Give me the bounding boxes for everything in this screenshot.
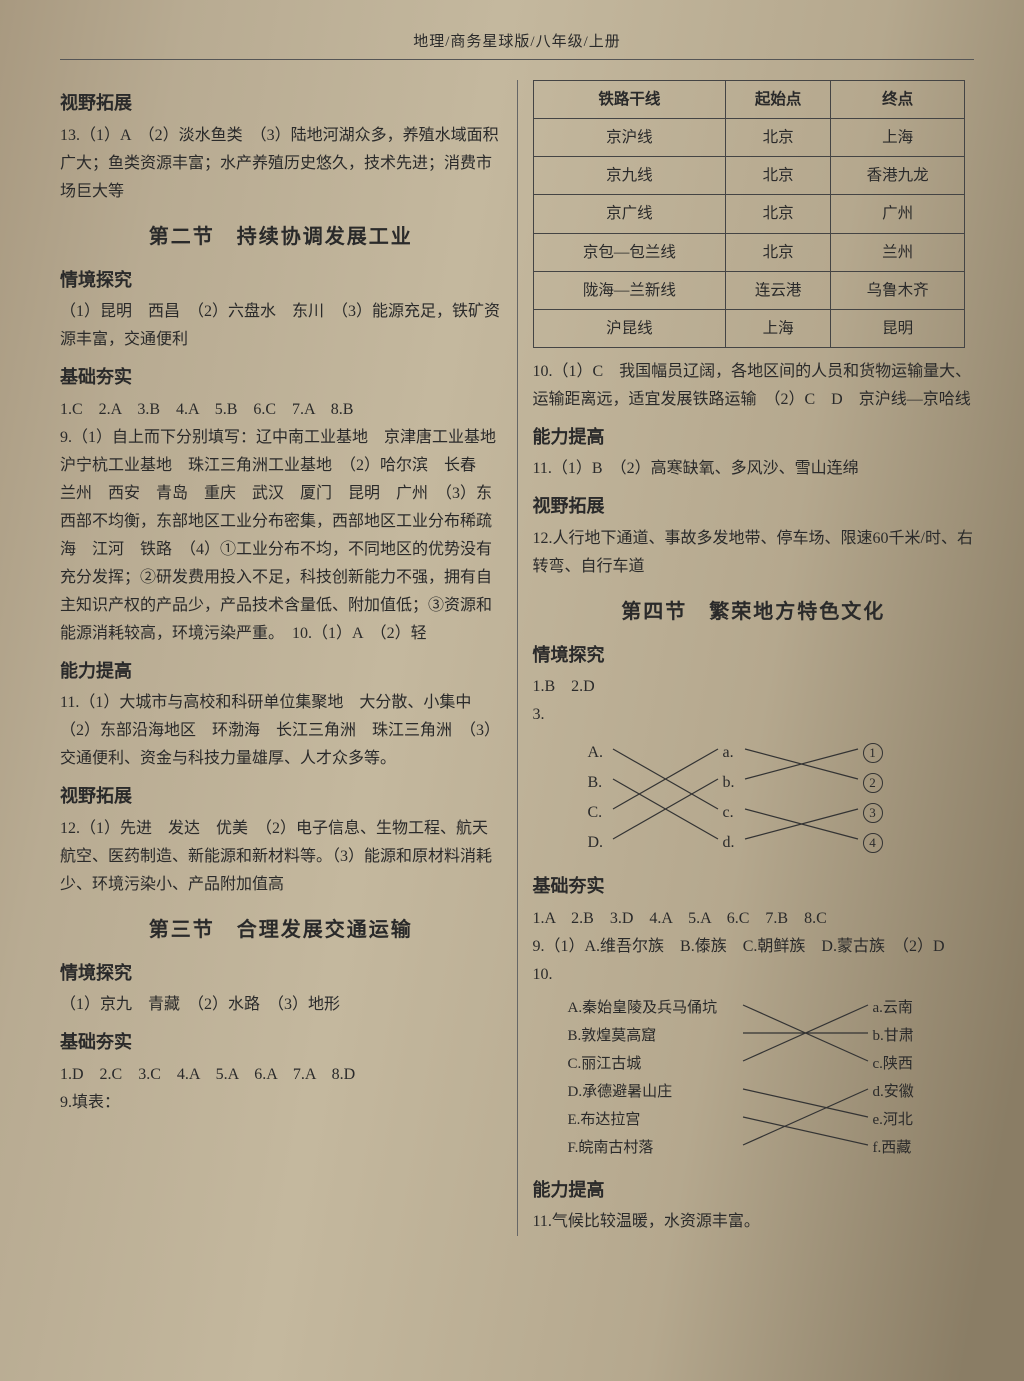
table-row: 京广线北京广州 — [533, 195, 965, 233]
table-row: 沪昆线上海昆明 — [533, 309, 965, 347]
table-cell: 北京 — [726, 157, 831, 195]
match-label-left: C.丽江古城 — [568, 1051, 642, 1077]
match-label: B. — [588, 769, 603, 797]
text-jichu-2a: 1.C 2.A 3.B 4.A 5.B 6.C 7.A 8.B — [60, 396, 502, 424]
text-nengli-3: 11.（1）B （2）高寒缺氧、多风沙、雪山连绵 — [533, 455, 975, 483]
table-row: 京九线北京香港九龙 — [533, 157, 965, 195]
match-label-right: f.西藏 — [873, 1135, 912, 1161]
match-label: A. — [588, 739, 604, 767]
text-jichu-4b: 9.（1）A.维吾尔族 B.傣族 C.朝鲜族 D.蒙古族 （2）D — [533, 933, 975, 961]
table-cell: 连云港 — [726, 271, 831, 309]
table-cell: 京九线 — [533, 157, 726, 195]
heading-shiye-3: 视野拓展 — [533, 491, 975, 523]
text-nengli-4: 11.气候比较温暖，水资源丰富。 — [533, 1208, 975, 1236]
table-header: 终点 — [831, 81, 965, 119]
heading-qingjing-4: 情境探究 — [533, 640, 975, 672]
matching-diagram-q10: A.秦始皇陵及兵马俑坑B.敦煌莫高窟C.丽江古城D.承德避暑山庄E.布达拉宫F.… — [533, 991, 975, 1167]
match-label: 1 — [863, 739, 883, 767]
table-cell: 上海 — [831, 119, 965, 157]
section-4-title: 第四节 繁荣地方特色文化 — [533, 595, 975, 630]
table-cell: 陇海—兰新线 — [533, 271, 726, 309]
text-shiye-3: 12.人行地下通道、事故多发地带、停车场、限速60千米/时、右转弯、自行车道 — [533, 525, 975, 581]
page-header: 地理/商务星球版/八年级/上册 — [60, 30, 974, 60]
text-jichu-3b: 9.填表： — [60, 1089, 502, 1117]
match-label: C. — [588, 799, 603, 827]
text-jichu-3a: 1.D 2.C 3.C 4.A 5.A 6.A 7.A 8.D — [60, 1061, 502, 1089]
match-label: d. — [723, 829, 735, 857]
table-row: 陇海—兰新线连云港乌鲁木齐 — [533, 271, 965, 309]
match-label: c. — [723, 799, 734, 827]
table-header: 起始点 — [726, 81, 831, 119]
table-cell: 广州 — [831, 195, 965, 233]
table-cell: 京沪线 — [533, 119, 726, 157]
table-cell: 沪昆线 — [533, 309, 726, 347]
heading-shiye-1: 视野拓展 — [60, 88, 502, 120]
table-cell: 昆明 — [831, 309, 965, 347]
left-column: 视野拓展 13.（1）A （2）淡水鱼类 （3）陆地河湖众多，养殖水域面积广大；… — [60, 80, 518, 1236]
text-jichu-4c: 10. — [533, 966, 553, 983]
matching-diagram-q3: A.B.C.D. a.b.c.d. 1234 — [533, 733, 975, 863]
match-label-right: d.安徽 — [873, 1079, 914, 1105]
text-nengli-2: 11.（1）大城市与高校和科研单位集聚地 大分散、小集中 （2）东部沿海地区 环… — [60, 689, 502, 773]
match-label-right: b.甘肃 — [873, 1023, 914, 1049]
heading-qingjing-3: 情境探究 — [60, 958, 502, 990]
match-label-left: F.皖南古村落 — [568, 1135, 654, 1161]
match-label: b. — [723, 769, 735, 797]
two-column-layout: 视野拓展 13.（1）A （2）淡水鱼类 （3）陆地河湖众多，养殖水域面积广大；… — [60, 80, 974, 1236]
heading-nengli-3: 能力提高 — [533, 422, 975, 454]
match-label-left: B.敦煌莫高窟 — [568, 1023, 657, 1049]
table-cell: 京包—包兰线 — [533, 233, 726, 271]
table-row: 京沪线北京上海 — [533, 119, 965, 157]
table-header: 铁路干线 — [533, 81, 726, 119]
match-label: 2 — [863, 769, 883, 797]
match-label-left: A.秦始皇陵及兵马俑坑 — [568, 995, 718, 1021]
text-jichu-4a: 1.A 2.B 3.D 4.A 5.A 6.C 7.B 8.C — [533, 905, 975, 933]
heading-jichu-2: 基础夯实 — [60, 362, 502, 394]
match-label-left: E.布达拉宫 — [568, 1107, 641, 1133]
railway-table: 铁路干线起始点终点 京沪线北京上海京九线北京香港九龙京广线北京广州京包—包兰线北… — [533, 80, 966, 348]
text-after-table: 10.（1）C 我国幅员辽阔，各地区间的人员和货物运输量大、运输距离远，适宜发展… — [533, 358, 975, 414]
table-cell: 香港九龙 — [831, 157, 965, 195]
text-qingjing-4b: 3. — [533, 706, 545, 723]
table-cell: 北京 — [726, 195, 831, 233]
match-label: D. — [588, 829, 604, 857]
match-label: 3 — [863, 799, 883, 827]
match-label: 4 — [863, 829, 883, 857]
text-shiye-2: 12.（1）先进 发达 优美 （2）电子信息、生物工程、航天航空、医药制造、新能… — [60, 815, 502, 899]
text-jichu-2b: 9.（1）自上而下分别填写：辽中南工业基地 京津唐工业基地 沪宁杭工业基地 珠江… — [60, 424, 502, 648]
match-label-right: c.陕西 — [873, 1051, 913, 1077]
heading-jichu-3: 基础夯实 — [60, 1027, 502, 1059]
match-label: a. — [723, 739, 734, 767]
table-cell: 北京 — [726, 233, 831, 271]
section-2-title: 第二节 持续协调发展工业 — [60, 220, 502, 255]
page: 地理/商务星球版/八年级/上册 视野拓展 13.（1）A （2）淡水鱼类 （3）… — [0, 0, 1024, 1266]
table-cell: 乌鲁木齐 — [831, 271, 965, 309]
table-cell: 北京 — [726, 119, 831, 157]
text-shiye-1: 13.（1）A （2）淡水鱼类 （3）陆地河湖众多，养殖水域面积广大；鱼类资源丰… — [60, 122, 502, 206]
match-label-right: e.河北 — [873, 1107, 913, 1133]
table-cell: 上海 — [726, 309, 831, 347]
text-qingjing-2: （1）昆明 西昌 （2）六盘水 东川 （3）能源充足，铁矿资源丰富，交通便利 — [60, 298, 502, 354]
right-column: 铁路干线起始点终点 京沪线北京上海京九线北京香港九龙京广线北京广州京包—包兰线北… — [518, 80, 975, 1236]
heading-nengli-4: 能力提高 — [533, 1175, 975, 1207]
text-qingjing-3: （1）京九 青藏 （2）水路 （3）地形 — [60, 991, 502, 1019]
heading-jichu-4: 基础夯实 — [533, 871, 975, 903]
section-3-title: 第三节 合理发展交通运输 — [60, 913, 502, 948]
heading-shiye-2: 视野拓展 — [60, 781, 502, 813]
table-cell: 京广线 — [533, 195, 726, 233]
match-label-right: a.云南 — [873, 995, 913, 1021]
table-cell: 兰州 — [831, 233, 965, 271]
match-label-left: D.承德避暑山庄 — [568, 1079, 673, 1105]
heading-qingjing-2: 情境探究 — [60, 265, 502, 297]
text-qingjing-4a: 1.B 2.D — [533, 673, 975, 701]
table-row: 京包—包兰线北京兰州 — [533, 233, 965, 271]
heading-nengli-2: 能力提高 — [60, 656, 502, 688]
